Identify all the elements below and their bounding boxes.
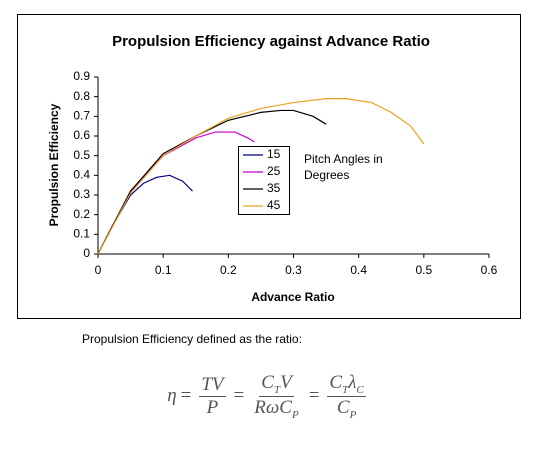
legend-label: 25 [267, 164, 281, 178]
symbol: P [206, 396, 219, 418]
y-tick-label: 0 [83, 246, 90, 260]
symbol: C [336, 396, 350, 418]
symbol: TV [201, 373, 224, 395]
chart: Propulsion Efficiency against Advance Ra… [17, 14, 521, 319]
y-tick-label: 0.5 [73, 148, 90, 162]
chart-title: Propulsion Efficiency against Advance Ra… [112, 33, 430, 50]
x-tick-label: 0.2 [220, 263, 237, 277]
symbol: Rω [254, 396, 280, 418]
y-tick-label: 0.4 [73, 168, 90, 182]
fraction: CTλC CP [327, 372, 366, 421]
denominator: CP [335, 397, 358, 421]
subscript: C [356, 383, 364, 396]
annotation: Degrees [304, 168, 349, 182]
legend-box [238, 146, 290, 215]
caption: Propulsion Efficiency defined as the rat… [82, 332, 302, 346]
fraction: CTV RωCP [252, 372, 300, 421]
y-tick-label: 0.8 [73, 89, 90, 103]
x-tick-label: 0.3 [285, 263, 302, 277]
legend-label: 35 [267, 181, 281, 195]
series-line [97, 109, 327, 255]
symbol: C [279, 396, 292, 418]
subscript: P [291, 408, 299, 421]
x-tick-label: 0.4 [350, 263, 367, 277]
x-tick-label: 0.1 [155, 263, 172, 277]
denominator: P [205, 397, 221, 419]
relation: = [308, 385, 320, 407]
series-line [97, 98, 425, 255]
x-tick-label: 0.6 [481, 263, 498, 277]
symbol: λ [348, 372, 357, 393]
numerator: CTλC [327, 372, 366, 397]
x-tick-label: 0.5 [415, 263, 432, 277]
numerator: CTV [259, 372, 294, 397]
subscript: T [273, 383, 281, 396]
y-axis-label: Propulsion Efficiency [47, 103, 61, 226]
y-tick-label: 0.6 [73, 128, 90, 142]
annotation: Pitch Angles in [304, 152, 383, 166]
lhs: η [167, 385, 177, 407]
numerator: TV [199, 373, 226, 397]
y-tick-label: 0.7 [73, 109, 90, 123]
symbol: V [280, 372, 292, 393]
denominator: RωCP [252, 397, 300, 421]
formula: η = TV P = CTV RωCP = CTλC CP [0, 372, 537, 421]
symbol: C [329, 372, 343, 393]
symbol: C [261, 372, 274, 393]
subscript: P [349, 408, 357, 421]
y-tick-label: 0.3 [73, 187, 90, 201]
x-axis-label: Advance Ratio [251, 290, 334, 304]
x-tick-label: 0 [95, 263, 102, 277]
legend-label: 15 [267, 147, 281, 161]
y-tick-label: 0.9 [73, 69, 90, 83]
y-tick-label: 0.2 [73, 207, 90, 221]
legend-label: 45 [267, 198, 281, 212]
subscript: T [342, 383, 349, 396]
fraction: TV P [199, 373, 226, 419]
relation: = [180, 385, 192, 407]
y-tick-label: 0.1 [73, 227, 90, 241]
relation: = [233, 385, 245, 407]
